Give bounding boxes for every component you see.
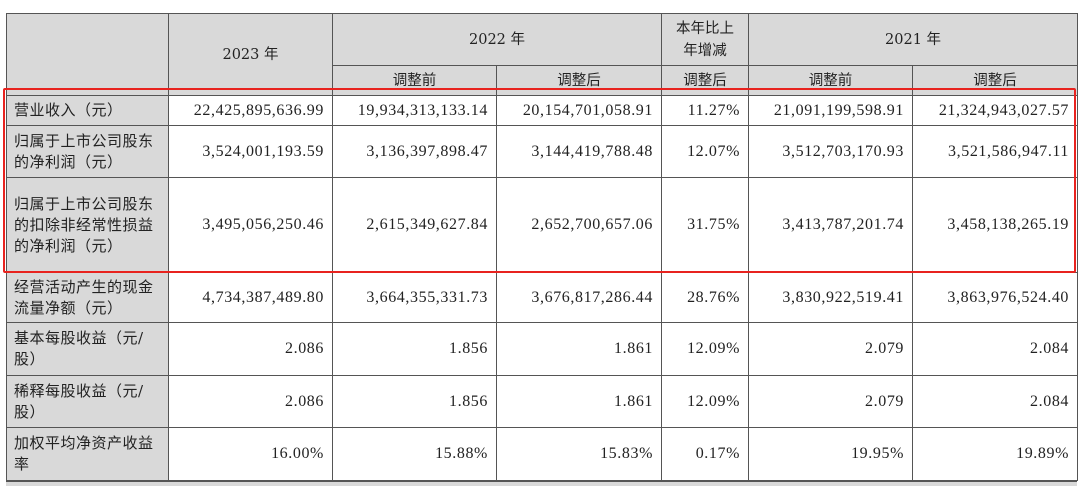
- row-label: 基本每股收益（元/股）: [6, 322, 169, 376]
- cell-v2021-after: 3,863,976,524.40: [912, 272, 1079, 323]
- cell-v2022-before: 3,664,355,331.73: [332, 272, 497, 323]
- cell-v2021-before: 3,413,787,201.74: [748, 177, 914, 273]
- financial-summary-table: 2023 年 2022 年 本年比上年增减 2021 年 调整前 调整后 调整后…: [6, 13, 1079, 481]
- row-label: 经营活动产生的现金流量净额（元）: [6, 272, 169, 323]
- cell-v2022-after: 3,676,817,286.44: [495, 272, 663, 323]
- cell-v2022-before: 1.856: [332, 322, 497, 376]
- header-2021-after: 调整后: [912, 65, 1079, 96]
- cell-v2021-before: 2.079: [748, 322, 914, 376]
- cell-v2022-after: 20,154,701,058.91: [495, 95, 663, 126]
- cell-change: 12.09%: [661, 375, 750, 428]
- row-label: 加权平均净资产收益率: [6, 427, 169, 481]
- cell-v2022-before: 15.88%: [332, 427, 497, 481]
- table-row: 归属于上市公司股东的扣除非经常性损益的净利润（元） 3,495,056,250.4…: [6, 177, 1079, 273]
- cell-v2023: 22,425,895,636.99: [168, 95, 333, 126]
- cell-v2023: 4,734,387,489.80: [168, 272, 333, 323]
- cell-change: 28.76%: [661, 272, 750, 323]
- cell-v2021-before: 2.079: [748, 375, 914, 428]
- row-label: 归属于上市公司股东的净利润（元）: [6, 125, 169, 178]
- cell-v2022-after: 2,652,700,657.06: [495, 177, 663, 273]
- table-row: 基本每股收益（元/股） 2.086 1.856 1.861 12.09% 2.079 2.0…: [6, 322, 1079, 376]
- row-label: 归属于上市公司股东的扣除非经常性损益的净利润（元）: [6, 177, 169, 273]
- cell-v2022-before: 3,136,397,898.47: [332, 125, 497, 178]
- header-blank: [6, 13, 169, 96]
- row-label: 营业收入（元）: [6, 95, 169, 126]
- cell-v2023: 3,495,056,250.46: [168, 177, 333, 273]
- table-row: 加权平均净资产收益率 16.00% 15.88% 15.83% 0.17% 19.95% 1…: [6, 427, 1079, 481]
- table-row: 营业收入（元） 22,425,895,636.99 19,934,313,133.1…: [6, 95, 1079, 126]
- cell-v2021-after: 2.084: [912, 322, 1079, 376]
- cell-v2021-after: 3,521,586,947.11: [912, 125, 1079, 178]
- cell-change: 0.17%: [661, 427, 750, 481]
- cell-v2022-before: 2,615,349,627.84: [332, 177, 497, 273]
- cell-v2021-after: 2.084: [912, 375, 1079, 428]
- cell-v2021-before: 19.95%: [748, 427, 914, 481]
- cell-v2023: 2.086: [168, 375, 333, 428]
- table-row: 稀释每股收益（元/股） 2.086 1.856 1.861 12.09% 2.079 2.0…: [6, 375, 1079, 428]
- table-row: 归属于上市公司股东的净利润（元） 3,524,001,193.59 3,136,39…: [6, 125, 1079, 178]
- cell-v2022-before: 19,934,313,133.14: [332, 95, 497, 126]
- cell-v2021-after: 3,458,138,265.19: [912, 177, 1079, 273]
- header-2022: 2022 年: [331, 13, 663, 66]
- cell-v2021-before: 3,830,922,519.41: [748, 272, 914, 323]
- cell-v2021-after: 19.89%: [912, 427, 1079, 481]
- cell-change: 31.75%: [661, 177, 750, 273]
- cell-v2022-after: 1.861: [495, 375, 663, 428]
- cell-change: 12.07%: [661, 125, 750, 178]
- cell-v2022-after: 15.83%: [495, 427, 663, 481]
- cell-v2023: 2.086: [168, 322, 333, 376]
- header-2021: 2021 年: [748, 13, 1079, 66]
- header-change-after: 调整后: [661, 65, 750, 96]
- cell-v2022-before: 1.856: [332, 375, 497, 428]
- cell-v2021-before: 3,512,703,170.93: [748, 125, 914, 178]
- cell-change: 11.27%: [661, 95, 750, 126]
- cell-v2023: 16.00%: [168, 427, 333, 481]
- cell-v2023: 3,524,001,193.59: [168, 125, 333, 178]
- header-2021-before: 调整前: [748, 65, 914, 96]
- cell-v2021-after: 21,324,943,027.57: [912, 95, 1079, 126]
- header-change: 本年比上年增减: [661, 13, 750, 66]
- cell-v2022-after: 3,144,419,788.48: [495, 125, 663, 178]
- cell-v2022-after: 1.861: [495, 322, 663, 376]
- row-label: 稀释每股收益（元/股）: [6, 375, 169, 428]
- header-2023: 2023 年: [168, 13, 333, 96]
- table-row: 经营活动产生的现金流量净额（元） 4,734,387,489.80 3,664,35…: [6, 272, 1079, 323]
- header-2022-after: 调整后: [495, 65, 663, 96]
- cell-v2021-before: 21,091,199,598.91: [748, 95, 914, 126]
- cell-change: 12.09%: [661, 322, 750, 376]
- header-2022-before: 调整前: [332, 65, 497, 96]
